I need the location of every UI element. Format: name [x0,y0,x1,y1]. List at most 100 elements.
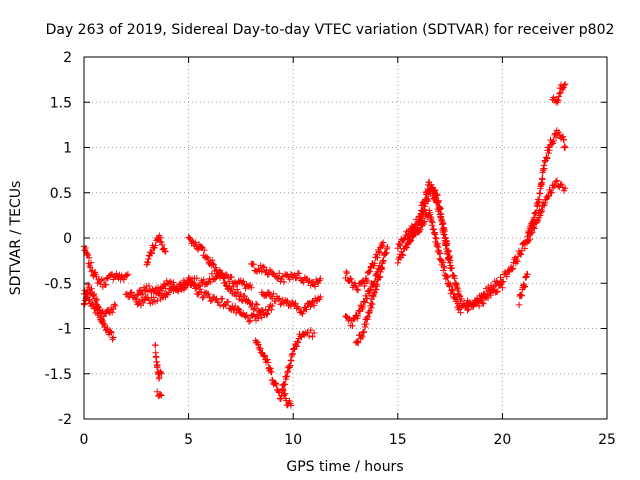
data-point [287,402,295,409]
data-point [195,282,203,289]
data-point [263,311,270,318]
data-point [561,185,569,192]
data-point [170,279,177,286]
data-point [552,178,560,185]
data-point [286,275,293,283]
data-point [268,306,275,313]
data-point [255,315,262,322]
data-point [126,293,133,300]
data-point [439,259,446,266]
data-point [199,294,206,301]
data-point [260,353,268,360]
data-point [120,276,127,283]
data-point [257,308,264,315]
data-point [503,273,510,280]
data-point [366,267,374,275]
data-point [158,370,165,377]
data-point [364,316,371,323]
data-point [421,203,429,210]
data-point [362,275,369,282]
data-point [295,305,303,313]
data-point [509,265,517,272]
data-point [317,275,324,282]
data-point [205,290,212,298]
data-point [513,256,520,264]
data-point [86,296,93,303]
data-point [439,258,446,266]
data-point [160,245,168,252]
data-point [109,336,116,343]
data-point [548,189,555,197]
data-point [201,246,208,254]
data-point [100,276,108,284]
data-point [360,329,367,336]
data-point [453,296,460,303]
data-point [420,207,428,214]
data-point [90,292,97,299]
data-point [307,326,314,334]
data-point [295,270,303,277]
data-point [555,96,562,104]
data-point [255,341,262,348]
data-point [487,291,495,299]
data-point [305,332,313,340]
data-point [406,236,414,243]
data-point [85,254,93,262]
data-point [518,292,525,300]
data-point [108,329,115,336]
data-point [309,333,316,340]
data-point [203,280,211,287]
data-point [156,369,164,377]
data-point [135,287,143,295]
data-point [470,303,477,310]
data-point [264,359,272,366]
data-point [348,278,355,286]
data-point [450,290,458,298]
data-point [104,324,111,332]
x-tick-label: 25 [598,432,616,448]
data-point [224,298,232,305]
axis-ticks: 0 5 10 15 20 25 -2 -1.5 -1 -0.5 0 0.5 1 1.5 2 [45,50,616,448]
data-point [399,252,407,259]
data-point [438,210,445,218]
data-point [275,388,282,396]
data-point [294,339,302,346]
data-point [378,266,386,273]
data-point [264,271,271,278]
data-point [293,343,300,350]
data-point [87,259,95,266]
y-tick-label: -0.5 [45,276,72,292]
data-point [464,306,471,314]
data-point [140,299,147,307]
data-point [139,290,147,298]
data-point [310,329,318,337]
data-point [92,297,100,304]
data-point [497,274,504,281]
data-point [557,89,564,96]
data-point [363,314,370,322]
data-point [421,206,428,213]
data-point [317,293,324,301]
data-point [428,181,435,188]
x-tick-label: 20 [493,432,511,448]
data-point [536,212,544,219]
x-axis-label: GPS time / hours [286,459,403,475]
data-point [110,305,117,313]
data-point [98,316,106,323]
data-point [530,219,537,227]
data-point [353,338,360,345]
data-point [192,285,199,292]
data-point [443,273,451,280]
x-tick-label: 15 [389,432,407,448]
data-point [190,280,197,288]
data-point [234,305,242,312]
data-point [363,320,370,328]
data-point [416,227,423,235]
data-point [547,188,554,196]
data-point [208,270,216,277]
data-point [84,250,91,258]
data-point [215,299,223,306]
data-point [555,93,563,100]
data-point [233,286,241,293]
